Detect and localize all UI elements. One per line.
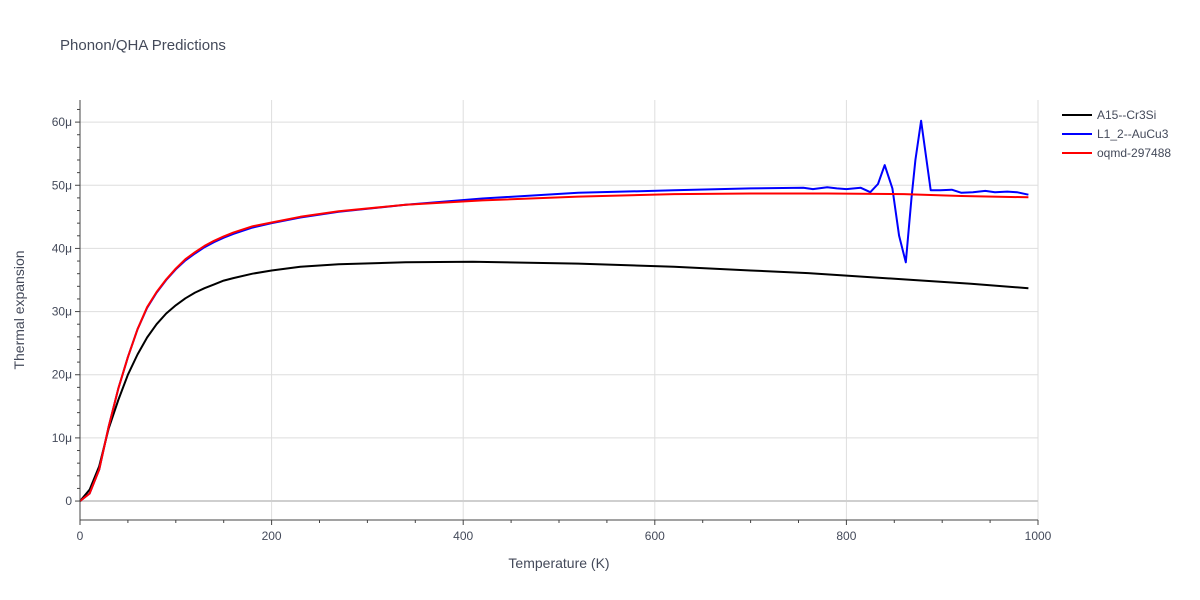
legend-label: L1_2--AuCu3 (1097, 127, 1169, 141)
legend-label: oqmd-297488 (1097, 146, 1171, 160)
legend[interactable]: A15--Cr3Si L1_2--AuCu3 oqmd-297488 (1062, 108, 1171, 160)
legend-item[interactable]: A15--Cr3Si (1062, 108, 1156, 122)
x-tick-label: 1000 (1025, 529, 1052, 543)
x-tick-label: 600 (645, 529, 665, 543)
y-tick-label: 60μ (52, 115, 72, 129)
series-line-1[interactable] (79, 119, 1029, 502)
plot-lines (79, 119, 1029, 502)
series-line-0[interactable] (79, 260, 1029, 502)
x-tick-label: 800 (836, 529, 856, 543)
y-axis-title: Thermal expansion (11, 250, 27, 369)
y-tick-label: 30μ (52, 305, 72, 319)
y-tick-label: 0 (65, 494, 72, 508)
y-tick-label: 50μ (52, 178, 72, 192)
y-tick-label: 10μ (52, 431, 72, 445)
axes: 0 200 400 600 800 1000 0 10μ 20μ 30μ 40μ 50μ 60μ (52, 100, 1052, 543)
x-axis-title: Temperature (K) (508, 555, 609, 571)
y-tick-label: 20μ (52, 368, 72, 382)
legend-item[interactable]: oqmd-297488 (1062, 146, 1171, 160)
gridlines (80, 100, 1039, 520)
legend-label: A15--Cr3Si (1097, 108, 1156, 122)
x-tick-label: 200 (262, 529, 282, 543)
y-tick-label: 40μ (52, 241, 72, 255)
legend-item[interactable]: L1_2--AuCu3 (1062, 127, 1169, 141)
chart-title: Phonon/QHA Predictions (60, 37, 226, 54)
series-line-2[interactable] (79, 192, 1029, 502)
x-tick-label: 400 (453, 529, 473, 543)
x-tick-label: 0 (77, 529, 84, 543)
